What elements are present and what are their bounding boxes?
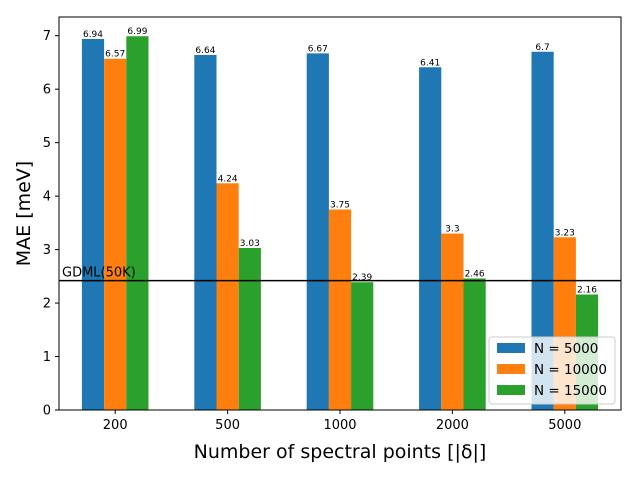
data-label: 4.24	[218, 174, 238, 184]
x-tick-label: 2000	[436, 418, 469, 433]
bar	[419, 67, 442, 410]
y-tick-label: 2	[43, 297, 51, 312]
bar	[441, 233, 464, 410]
x-tick-label: 200	[103, 418, 128, 433]
data-label: 2.39	[352, 273, 372, 283]
x-axis-title: Number of spectral points [|δ|]	[194, 441, 487, 463]
legend-entry-label: N = 10000	[534, 362, 607, 378]
y-tick-label: 6	[43, 83, 51, 98]
data-label: 6.41	[420, 58, 440, 68]
data-label: 3.3	[445, 225, 459, 235]
x-tick-label: 1000	[323, 418, 356, 433]
bar	[104, 58, 127, 411]
data-label: 6.7	[535, 43, 549, 53]
data-labels-group: 6.94 6.64 6.67 6.41 6.7 6.57 4.24 3.75 3.3 3.23 6.…	[83, 27, 597, 295]
legend-entry-label: N = 15000	[534, 383, 607, 399]
bar	[81, 38, 105, 410]
x-tick-label: 500	[215, 418, 240, 433]
bar	[463, 278, 486, 410]
data-label: 6.94	[83, 30, 103, 40]
y-tick-label: 0	[43, 404, 51, 419]
legend-swatch	[497, 364, 525, 374]
data-label: 6.64	[195, 46, 215, 56]
bar	[328, 209, 352, 410]
bar	[216, 183, 239, 410]
y-axis-ticks: 0 1 2 3 4 5 6 7	[43, 29, 59, 419]
y-tick-label: 1	[43, 350, 51, 365]
data-label: 3.23	[555, 228, 575, 238]
data-label: 6.67	[308, 44, 328, 54]
legend-swatch	[497, 343, 525, 353]
reference-line-label: GDML(50K)	[62, 266, 136, 281]
bar	[531, 51, 554, 411]
data-label: 3.75	[330, 200, 350, 210]
y-tick-label: 7	[43, 29, 51, 44]
legend: N = 5000 N = 10000 N = 15000	[488, 336, 616, 405]
data-label: 6.57	[105, 50, 125, 60]
bar	[306, 53, 329, 410]
legend-swatch	[497, 385, 525, 395]
y-axis-title: MAE [meV]	[13, 161, 35, 266]
data-label: 3.03	[240, 239, 260, 249]
y-tick-label: 3	[43, 243, 51, 258]
y-tick-label: 5	[43, 136, 51, 151]
data-label: 6.99	[127, 27, 147, 37]
data-label: 2.46	[465, 269, 485, 279]
legend-entry-label: N = 5000	[534, 341, 598, 357]
y-tick-label: 4	[43, 190, 51, 205]
bar	[194, 54, 217, 411]
x-tick-label: 5000	[548, 418, 581, 433]
data-label: 2.16	[577, 286, 597, 296]
bar	[238, 247, 261, 410]
bar	[126, 36, 149, 411]
x-axis-ticks: 200 500 1000 2000 5000	[103, 410, 581, 433]
bar	[351, 282, 374, 410]
